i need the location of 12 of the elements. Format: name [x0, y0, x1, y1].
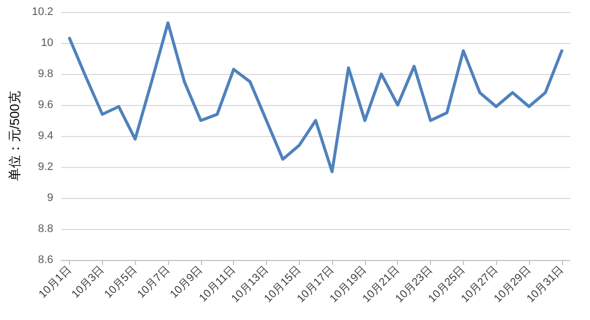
y-tick-label: 8.8	[38, 223, 54, 235]
y-tick-label: 10	[41, 37, 54, 49]
x-tick-label: 10月5日	[102, 264, 140, 301]
y-axis-title: 单位：元/500克	[7, 90, 22, 182]
y-tick-label: 9.2	[38, 161, 54, 173]
y-tick-label: 9.8	[38, 68, 54, 80]
y-tick-label: 9	[47, 192, 54, 204]
y-tick-label: 8.6	[38, 254, 54, 266]
y-tick-label: 9.6	[38, 99, 54, 111]
y-tick-label: 10.2	[32, 6, 54, 18]
y-tick-label: 9.4	[38, 130, 54, 142]
line-series	[68, 21, 564, 174]
